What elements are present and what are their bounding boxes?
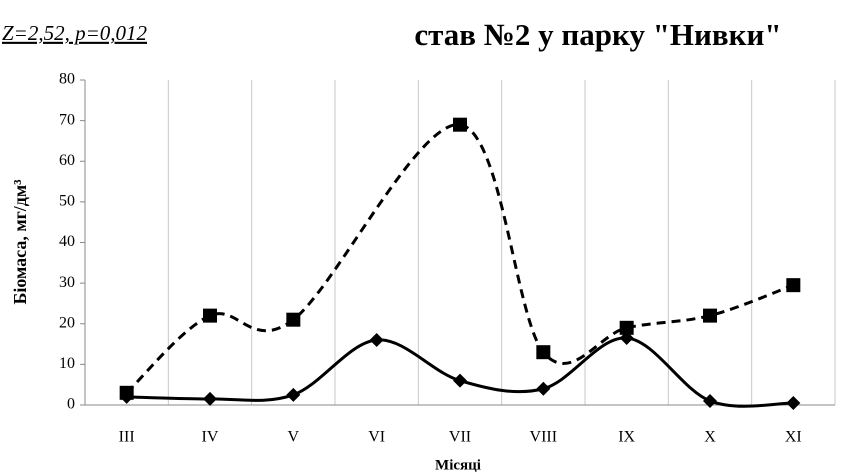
y-tick-label: 50 bbox=[59, 193, 75, 210]
marker bbox=[453, 373, 467, 388]
marker bbox=[619, 330, 634, 345]
marker bbox=[703, 308, 717, 323]
marker bbox=[203, 308, 217, 323]
y-tick-label: 0 bbox=[67, 396, 75, 413]
marker bbox=[786, 395, 801, 410]
x-tick-label: VI bbox=[368, 429, 385, 446]
y-tick-label: 10 bbox=[59, 355, 75, 372]
x-tick-label: VII bbox=[449, 429, 471, 446]
marker bbox=[536, 345, 551, 360]
marker bbox=[786, 278, 801, 293]
x-tick-label: V bbox=[288, 429, 300, 446]
marker bbox=[203, 391, 217, 406]
series-line bbox=[125, 123, 794, 394]
chart-title: став №2 у парку "Нивки" bbox=[414, 17, 781, 52]
x-tick-label: XI bbox=[785, 429, 802, 446]
y-tick-label: 20 bbox=[59, 314, 75, 331]
x-tick-label: III bbox=[119, 429, 135, 446]
marker bbox=[703, 393, 717, 408]
x-tick-label: IV bbox=[202, 429, 219, 446]
y-axis-label: Біомаса, мг/дм³ bbox=[10, 179, 30, 305]
y-tick-label: 30 bbox=[59, 274, 75, 291]
marker bbox=[369, 333, 384, 347]
x-tick-label: VIII bbox=[530, 429, 558, 446]
marker bbox=[536, 381, 551, 396]
x-tick-label: X bbox=[704, 429, 716, 446]
y-tick-label: 60 bbox=[59, 152, 75, 169]
marker bbox=[619, 320, 634, 335]
marker bbox=[286, 312, 301, 327]
marker bbox=[286, 387, 301, 402]
x-axis-label: Місяці bbox=[435, 457, 481, 473]
marker bbox=[119, 389, 134, 404]
annotation: Z=2,52, p=0,012 bbox=[2, 21, 148, 45]
series-line bbox=[126, 336, 794, 408]
y-tick-label: 80 bbox=[59, 71, 75, 88]
y-tick-label: 70 bbox=[59, 111, 75, 128]
marker bbox=[453, 117, 467, 132]
x-tick-label: IX bbox=[618, 429, 635, 446]
y-tick-label: 40 bbox=[59, 233, 75, 250]
